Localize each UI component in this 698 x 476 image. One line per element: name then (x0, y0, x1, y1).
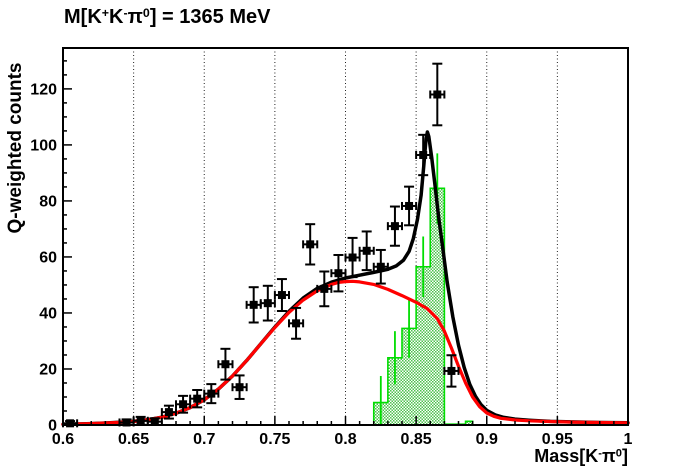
data-marker (66, 419, 75, 428)
data-marker (235, 383, 244, 392)
data-marker (249, 300, 258, 309)
data-marker (433, 90, 442, 99)
data-marker (292, 319, 301, 328)
x-tick-label: 0.8 (334, 431, 356, 448)
data-marker (164, 408, 173, 417)
y-tick-label: 60 (39, 249, 57, 266)
data-marker (221, 360, 230, 369)
x-tick-label: 1 (624, 431, 633, 448)
x-tick-label: 0.85 (401, 431, 432, 448)
y-tick-label: 20 (39, 361, 57, 378)
y-tick-label: 100 (30, 137, 57, 154)
data-marker (334, 269, 343, 278)
x-tick-label: 0.65 (118, 431, 149, 448)
data-marker (207, 389, 216, 398)
x-tick-label: 0.7 (193, 431, 215, 448)
data-marker (136, 416, 145, 425)
x-tick-label: 0.75 (259, 431, 290, 448)
data-marker (193, 394, 202, 403)
data-marker (277, 291, 286, 300)
data-marker (306, 240, 315, 249)
data-marker (405, 201, 414, 210)
y-axis-title: Q-weighted counts (5, 62, 26, 234)
data-marker (122, 418, 131, 427)
x-axis-title: Mass[K-π0] (534, 446, 628, 466)
data-marker (320, 284, 329, 293)
y-tick-label: 40 (39, 305, 57, 322)
x-tick-label: 0.6 (52, 431, 74, 448)
data-marker (447, 366, 456, 375)
data-marker (362, 246, 371, 255)
data-marker (419, 150, 428, 159)
data-marker (150, 417, 159, 426)
data-marker (376, 262, 385, 271)
data-marker (263, 299, 272, 308)
x-tick-labels: 0.6 0.65 0.7 0.75 0.8 0.85 0.9 0.95 1 (52, 431, 633, 448)
x-tick-label: 0.9 (476, 431, 498, 448)
data-marker (179, 400, 188, 409)
data-marker (390, 222, 399, 231)
y-tick-label: 80 (39, 193, 57, 210)
y-tick-label: 120 (30, 81, 57, 98)
axis-ticks (62, 60, 629, 426)
y-tick-label: 0 (48, 418, 57, 435)
data-marker (348, 253, 357, 262)
plot-title: M[K+K-π0] = 1365 MeV (64, 6, 271, 29)
y-tick-labels: 0 20 40 60 80 100 120 (30, 81, 57, 434)
x-tick-label: 0.95 (542, 431, 573, 448)
